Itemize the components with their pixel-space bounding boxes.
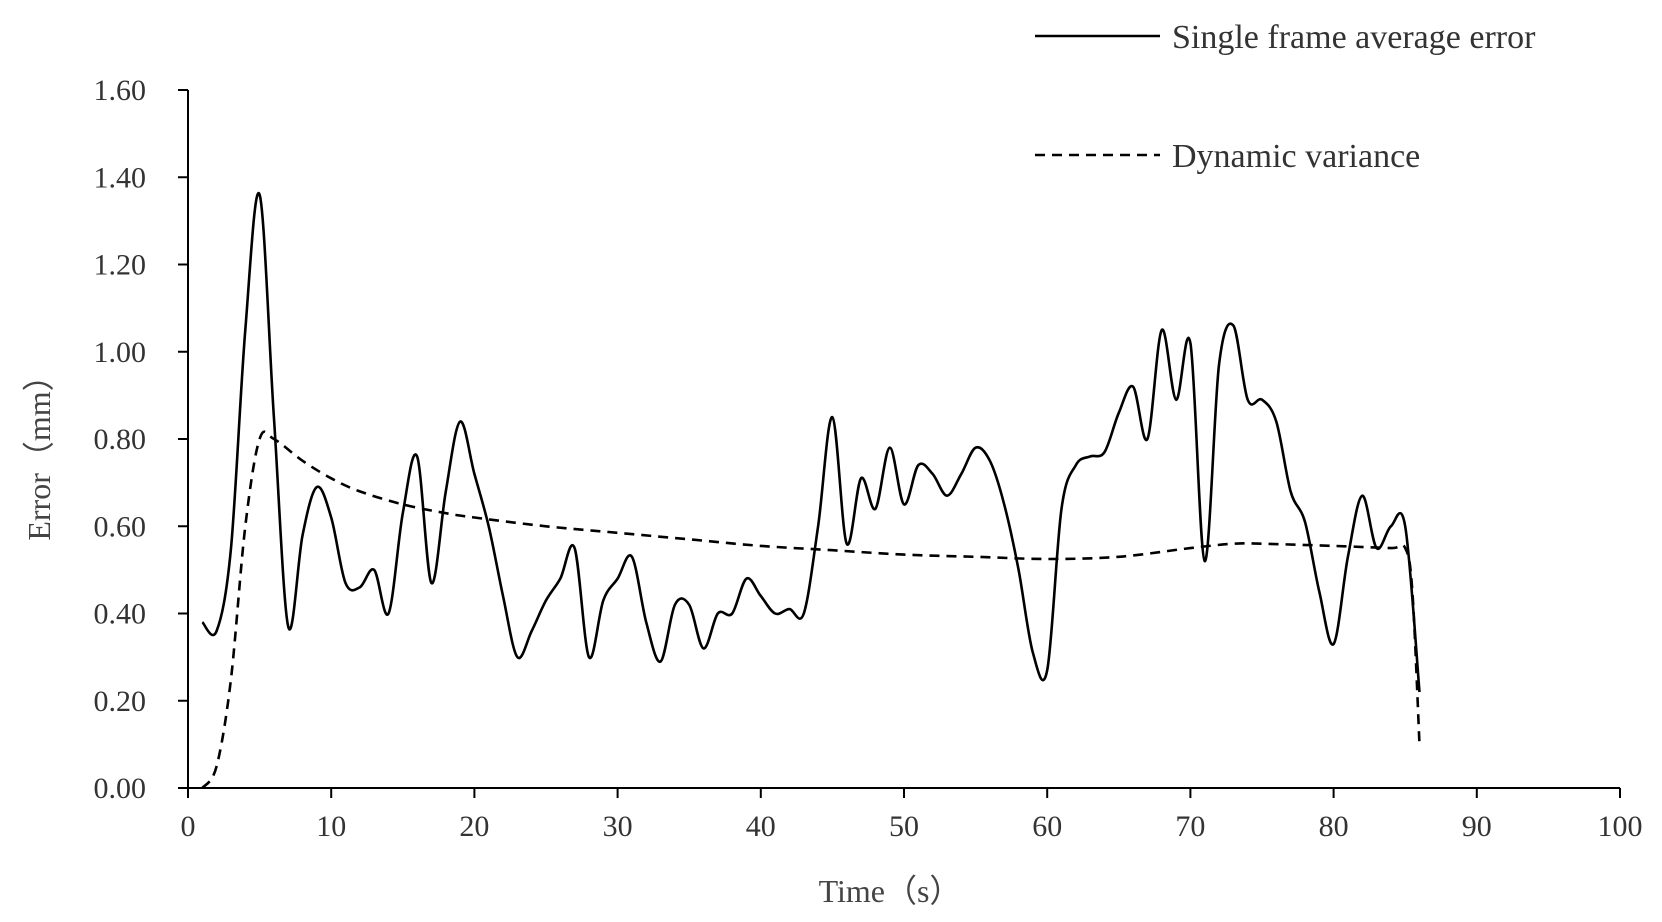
x-ticks: 0 10 20 30 40 50 60 70 80 90 100 — [181, 788, 1643, 843]
x-tick-label: 10 — [316, 810, 346, 843]
x-tick-label: 80 — [1319, 810, 1349, 843]
y-tick-label: 0.60 — [94, 510, 147, 543]
y-tick-label: 1.00 — [94, 336, 147, 369]
y-tick-label: 1.20 — [94, 249, 147, 282]
axes — [187, 90, 1620, 789]
series-group — [201, 191, 1421, 789]
y-tick-label: 1.40 — [94, 161, 147, 194]
x-axis-title: Time（s） — [819, 873, 962, 909]
x-tick-label: 20 — [459, 810, 489, 843]
legend-label-dynamic-variance: Dynamic variance — [1172, 138, 1420, 175]
x-tick-label: 90 — [1462, 810, 1492, 843]
legend-label-single-frame: Single frame average error — [1172, 19, 1536, 56]
legend: Single frame average error Dynamic varia… — [1035, 19, 1536, 175]
x-tick-label: 60 — [1032, 810, 1062, 843]
series-line-dynamic-variance — [201, 430, 1421, 789]
y-tick-label: 0.40 — [94, 598, 147, 631]
y-ticks: 0.00 0.20 0.40 0.60 0.80 1.00 1.20 1.40 1.60 — [94, 74, 188, 805]
y-tick-label: 0.00 — [94, 772, 147, 805]
y-tick-label: 0.20 — [94, 685, 147, 718]
x-tick-label: 40 — [746, 810, 776, 843]
x-tick-label: 30 — [603, 810, 633, 843]
x-tick-label: 70 — [1175, 810, 1205, 843]
series-line-single-frame-average-error — [201, 191, 1421, 693]
x-tick-label: 50 — [889, 810, 919, 843]
x-tick-label: 100 — [1598, 810, 1643, 843]
x-tick-label: 0 — [181, 810, 196, 843]
y-tick-label: 1.60 — [94, 74, 147, 107]
y-tick-label: 0.80 — [94, 423, 147, 456]
y-axis-title: Error（mm） — [21, 359, 57, 540]
